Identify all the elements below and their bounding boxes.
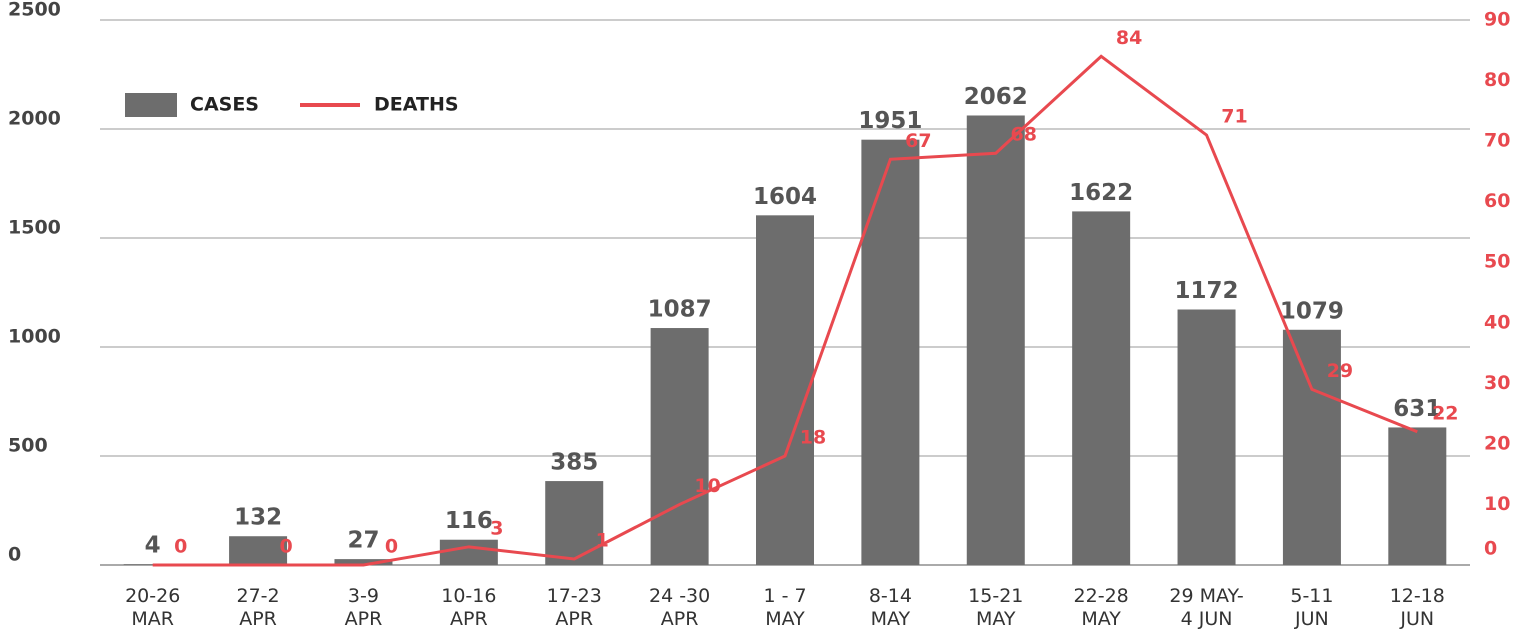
y2-tick-label: 10 bbox=[1484, 493, 1510, 515]
bar bbox=[966, 115, 1025, 565]
x-tick-label: 17-23 APR bbox=[546, 585, 602, 630]
bar-value-label: 1079 bbox=[1280, 298, 1344, 324]
bar bbox=[650, 328, 709, 565]
x-tick-label: 24 -30 APR bbox=[648, 585, 711, 630]
y-tick-label: 1000 bbox=[8, 326, 61, 348]
y-tick-label: 0 bbox=[8, 544, 21, 566]
line-value-label: 22 bbox=[1432, 402, 1458, 424]
y-tick-label: 500 bbox=[8, 435, 48, 457]
y2-tick-label: 70 bbox=[1484, 130, 1510, 152]
line-value-label: 18 bbox=[800, 427, 826, 449]
bar bbox=[861, 139, 920, 565]
bar-value-label: 1622 bbox=[1069, 180, 1133, 206]
bar-value-label: 1604 bbox=[753, 184, 817, 210]
legend-swatch bbox=[125, 93, 177, 117]
bar-value-label: 1087 bbox=[648, 297, 712, 323]
bar bbox=[439, 539, 498, 565]
bar bbox=[1282, 329, 1341, 565]
bar bbox=[229, 536, 288, 565]
y2-tick-label: 20 bbox=[1484, 432, 1510, 454]
bar bbox=[1388, 427, 1447, 565]
bar bbox=[1177, 309, 1236, 565]
line-value-label: 84 bbox=[1116, 27, 1142, 49]
x-tick-label: 22-28 MAY bbox=[1073, 585, 1129, 630]
bar-value-label: 27 bbox=[347, 528, 379, 554]
bar-value-label: 1951 bbox=[858, 108, 922, 134]
x-tick-label: 27-2 APR bbox=[236, 585, 280, 630]
y2-tick-label: 60 bbox=[1484, 190, 1510, 212]
line-value-label: 71 bbox=[1221, 106, 1247, 128]
x-tick-label: 29 MAY- 4 JUN bbox=[1169, 585, 1244, 630]
line-value-label: 10 bbox=[694, 475, 720, 497]
bar-value-label: 631 bbox=[1393, 396, 1441, 422]
y2-tick-label: 0 bbox=[1484, 538, 1497, 560]
line-value-label: 0 bbox=[385, 536, 398, 558]
y-tick-label: 2500 bbox=[8, 0, 61, 21]
y-tick-label: 2000 bbox=[8, 108, 61, 130]
legend-label: CASES bbox=[190, 94, 259, 116]
line-value-label: 0 bbox=[279, 536, 292, 558]
x-tick-label: 1 - 7 MAY bbox=[763, 585, 807, 630]
bar-value-label: 2062 bbox=[964, 84, 1028, 110]
x-tick-label: 8-14 MAY bbox=[868, 585, 912, 630]
x-tick-label: 15-21 MAY bbox=[968, 585, 1024, 630]
bar bbox=[1072, 211, 1131, 566]
x-tick-label: 3-9 APR bbox=[344, 585, 383, 630]
line-value-label: 67 bbox=[905, 130, 931, 152]
bar-value-label: 1172 bbox=[1175, 278, 1239, 304]
line bbox=[152, 54, 1418, 567]
y2-tick-label: 50 bbox=[1484, 251, 1510, 273]
line-value-label: 3 bbox=[490, 517, 503, 539]
x-tick-label: 12-18 JUN bbox=[1389, 585, 1445, 630]
y2-tick-label: 30 bbox=[1484, 372, 1510, 394]
y2-tick-label: 90 bbox=[1484, 9, 1510, 31]
bar bbox=[334, 559, 393, 565]
y-tick-label: 1500 bbox=[8, 217, 61, 239]
bar bbox=[545, 481, 604, 565]
legend-label: DEATHS bbox=[374, 94, 459, 116]
line-value-label: 29 bbox=[1327, 360, 1353, 382]
line-value-label: 0 bbox=[174, 536, 187, 558]
y2-tick-label: 40 bbox=[1484, 311, 1510, 333]
line-value-label: 68 bbox=[1011, 124, 1037, 146]
bar bbox=[756, 215, 814, 565]
bar-value-label: 4 bbox=[145, 533, 161, 559]
x-tick-label: 5-11 JUN bbox=[1290, 585, 1334, 630]
line-value-label: 1 bbox=[596, 529, 609, 551]
bar-value-label: 116 bbox=[445, 508, 493, 534]
y2-tick-label: 80 bbox=[1484, 69, 1510, 91]
x-tick-label: 10-16 APR bbox=[441, 585, 497, 630]
x-tick-label: 20-26 MAR bbox=[125, 585, 181, 630]
bar-value-label: 132 bbox=[234, 505, 282, 531]
bar-value-label: 385 bbox=[550, 450, 598, 476]
